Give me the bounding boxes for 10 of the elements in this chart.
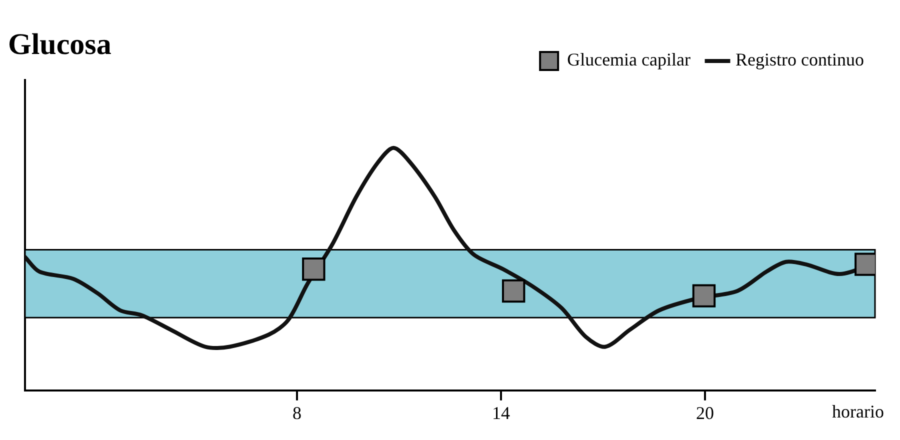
point <box>692 284 716 308</box>
legend-label: Glucemia capilar <box>567 50 691 70</box>
chart-title: Glucosa <box>8 28 112 61</box>
x-tick-label: 8 <box>292 402 302 423</box>
point <box>502 279 526 303</box>
point <box>302 258 326 281</box>
legend-label: Registro continuo <box>736 50 864 70</box>
x-tick-label: 14 <box>492 402 510 423</box>
x-tick-label: 20 <box>696 402 714 423</box>
x-axis-title: horario <box>832 402 884 422</box>
